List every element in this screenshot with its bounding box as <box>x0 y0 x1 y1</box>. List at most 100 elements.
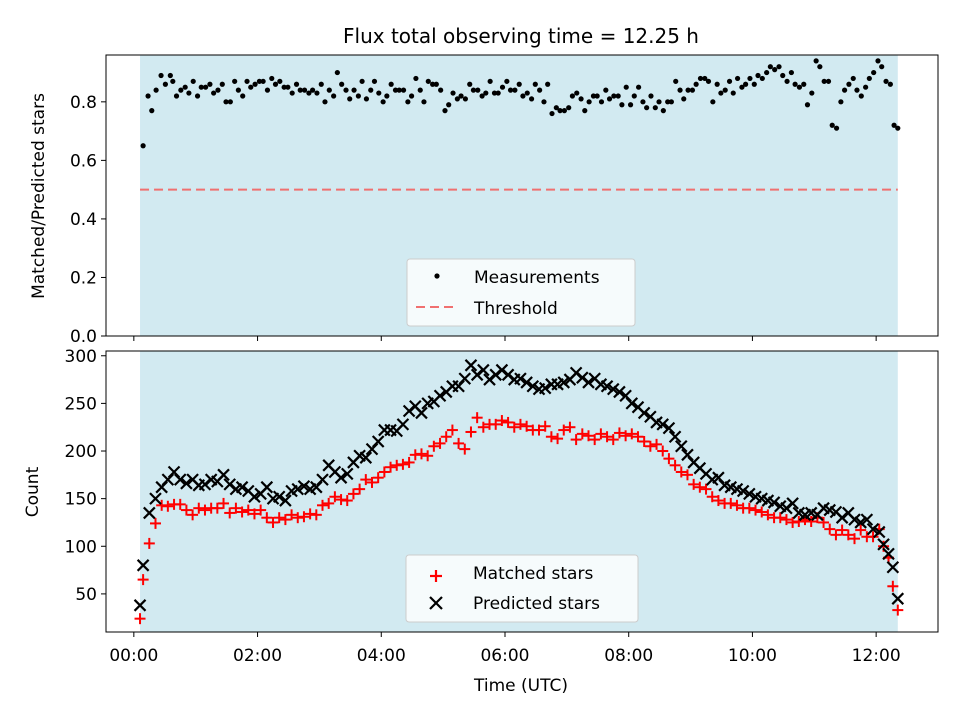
measurement-point <box>281 84 287 90</box>
legend-predicted-marker <box>429 596 443 610</box>
matched-star-marker <box>446 424 458 436</box>
matched-star-marker <box>582 430 594 442</box>
measurement-point <box>149 108 155 114</box>
matched-star-marker <box>663 453 675 465</box>
measurement-point <box>368 87 374 93</box>
predicted-star-marker <box>625 397 639 410</box>
measurement-point <box>479 93 485 99</box>
matched-star-marker <box>564 421 576 433</box>
matched-star-marker <box>180 504 192 516</box>
predicted-star-marker <box>891 592 905 605</box>
predicted-star-marker <box>217 468 230 482</box>
measurement-point <box>446 102 452 108</box>
predicted-star-marker <box>272 490 286 504</box>
matched-star-marker <box>552 433 564 445</box>
measurement-point <box>219 81 225 87</box>
predicted-star-marker <box>675 439 688 453</box>
matched-star-marker <box>638 435 650 447</box>
measurement-point <box>306 90 312 96</box>
measurement-point <box>240 93 246 99</box>
measurement-point <box>285 84 291 90</box>
predicted-star-marker <box>526 379 540 393</box>
measurement-point <box>467 81 473 87</box>
matched-star-marker <box>310 509 322 521</box>
measurement-point <box>153 87 159 93</box>
matched-star-marker <box>533 424 545 436</box>
matched-star-marker <box>632 431 644 443</box>
measurement-point <box>264 87 271 93</box>
matched-star-marker <box>341 495 353 507</box>
matched-star-marker <box>793 516 805 528</box>
measurement-point <box>792 81 798 87</box>
count-legend: Matched stars Predicted stars <box>405 554 639 623</box>
ratio-y-tick-label: 0.0 <box>70 327 97 347</box>
measurement-point <box>611 93 617 99</box>
measurement-point <box>702 75 708 82</box>
predicted-star-marker <box>180 477 193 490</box>
measurement-point <box>739 84 745 90</box>
measurement-point <box>310 87 316 93</box>
measurement-point <box>656 99 662 105</box>
matched-star-marker <box>211 502 223 514</box>
x-tick-label: 02:00 <box>233 646 282 666</box>
measurement-point <box>673 78 679 84</box>
predicted-star-marker <box>860 513 874 526</box>
predicted-star-marker <box>662 421 676 435</box>
measurement-point <box>644 105 650 111</box>
measurement-point <box>772 67 778 73</box>
predicted-star-marker <box>433 389 447 403</box>
matched-star-marker <box>440 431 452 443</box>
measurement-point <box>442 108 448 114</box>
predicted-star-marker <box>291 482 305 496</box>
predicted-star-marker <box>637 406 651 420</box>
count-y-tick-label: 100 <box>65 537 97 557</box>
measurement-point <box>211 90 217 96</box>
measurement-point <box>689 87 696 93</box>
measurement-point <box>483 90 489 96</box>
matched-star-marker <box>360 474 372 486</box>
ratio-x-ticks <box>133 336 877 341</box>
measurement-point <box>140 143 146 149</box>
measurement-point <box>755 72 761 79</box>
measurement-point <box>875 58 881 64</box>
predicted-star-marker <box>316 473 329 486</box>
ratio-y-tick-label: 0.4 <box>70 210 97 230</box>
measurement-point <box>351 87 357 93</box>
matched-star-marker <box>731 499 743 511</box>
predicted-star-marker <box>359 451 373 464</box>
measurement-point <box>384 93 390 99</box>
matched-star-marker <box>855 524 867 536</box>
predicted-star-marker <box>297 479 311 493</box>
predicted-star-marker <box>415 406 428 420</box>
measurement-point <box>260 78 266 84</box>
measurement-point <box>804 102 811 108</box>
measurement-point <box>734 75 741 82</box>
predicted-star-marker <box>854 516 867 529</box>
matched-star-marker <box>774 512 786 524</box>
measurement-point <box>545 81 551 87</box>
measurement-points <box>140 58 901 149</box>
measurement-point <box>895 125 901 131</box>
matched-star-marker <box>366 476 378 488</box>
matched-star-marker <box>134 613 146 625</box>
measurement-point <box>841 87 848 93</box>
measurement-point <box>574 90 580 96</box>
matched-star-marker <box>230 502 242 514</box>
measurement-point <box>809 90 815 96</box>
matched-star-marker <box>830 529 842 541</box>
measurement-point <box>322 99 328 105</box>
measurement-point <box>677 87 683 93</box>
measurement-point <box>817 64 823 70</box>
predicted-star-marker <box>340 467 354 481</box>
measurement-point <box>400 87 407 93</box>
predicted-star-marker <box>882 547 895 561</box>
legend-predicted-label: Predicted stars <box>473 594 600 614</box>
measurement-point <box>858 93 864 99</box>
measurement-point <box>499 84 506 90</box>
matched-star-marker <box>842 529 854 541</box>
matched-star-marker <box>756 506 768 518</box>
measurement-point <box>569 93 576 99</box>
matched-star-marker <box>378 466 390 478</box>
measurement-point <box>879 64 885 70</box>
